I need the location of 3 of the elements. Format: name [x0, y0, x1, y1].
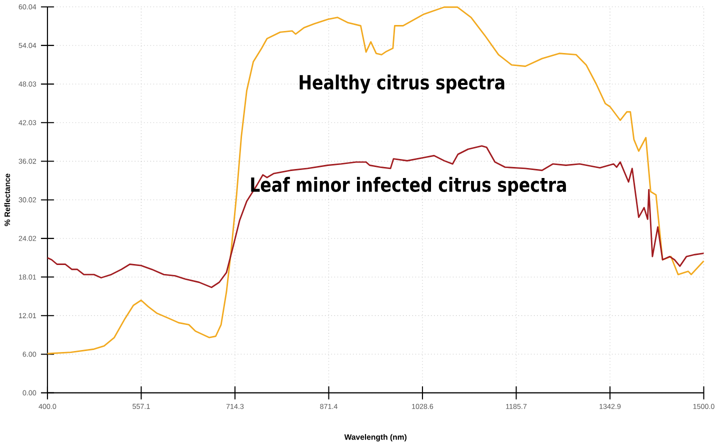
- line-series: [46, 145, 704, 288]
- line-series: [46, 6, 704, 354]
- series-label: Healthy citrus spectra: [300, 74, 504, 94]
